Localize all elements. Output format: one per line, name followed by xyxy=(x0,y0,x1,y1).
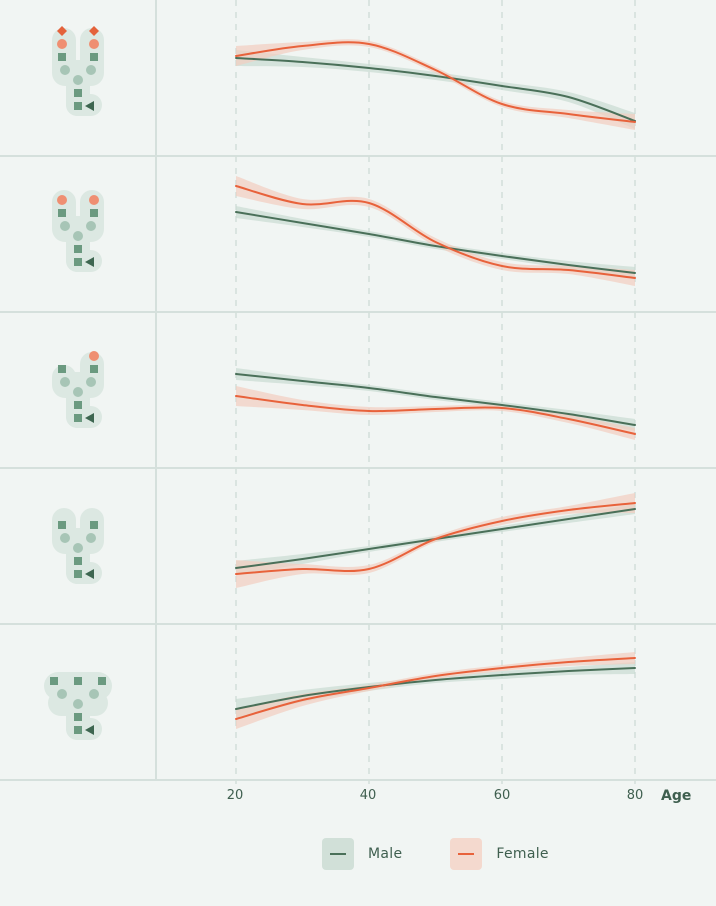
square-icon xyxy=(74,677,82,685)
male-trend-line xyxy=(235,57,636,122)
female-trend-line xyxy=(235,395,636,435)
square-icon xyxy=(74,557,82,565)
circle-icon xyxy=(73,75,83,85)
panel-4 xyxy=(52,493,636,588)
x-tick-40: 40 xyxy=(359,788,377,803)
legend-item-female[interactable]: Female xyxy=(450,838,548,870)
circle-icon xyxy=(60,221,70,231)
male-confidence-band xyxy=(236,50,635,129)
legend-item-male[interactable]: Male xyxy=(322,838,402,870)
circle-icon xyxy=(60,65,70,75)
x-tick-20: 20 xyxy=(226,788,244,803)
x-tick-60: 60 xyxy=(493,788,511,803)
square-icon xyxy=(50,677,58,685)
circle-icon xyxy=(73,387,83,397)
square-icon xyxy=(74,89,82,97)
female-trend-line xyxy=(235,657,636,720)
female-line-icon xyxy=(450,838,483,870)
female-trend-line xyxy=(235,502,636,575)
legend: Male Female xyxy=(322,838,597,870)
legend-label-female: Female xyxy=(496,846,549,862)
square-icon xyxy=(58,521,66,529)
triangle-icon xyxy=(85,101,94,111)
female-confidence-band xyxy=(236,176,635,286)
diamond-icon xyxy=(57,26,67,36)
male-trend-line xyxy=(235,211,636,274)
square-icon xyxy=(58,53,66,61)
circle-icon xyxy=(86,377,96,387)
circle-icon xyxy=(89,195,99,205)
male-line-icon xyxy=(322,838,354,870)
female-confidence-band xyxy=(236,493,635,588)
diamond-icon xyxy=(89,26,99,36)
glycan-icon-biantennary-with-fucose-diamond xyxy=(52,26,104,116)
circle-icon xyxy=(86,65,96,75)
circle-icon xyxy=(86,221,96,231)
square-icon xyxy=(74,102,82,110)
square-icon xyxy=(58,209,66,217)
panel-2 xyxy=(52,176,636,286)
square-icon xyxy=(58,365,66,373)
triangle-icon xyxy=(85,569,94,579)
legend-label-male: Male xyxy=(368,846,403,862)
circle-icon xyxy=(89,351,99,361)
square-icon xyxy=(74,258,82,266)
female-trend-line xyxy=(235,41,636,123)
female-trend-line xyxy=(235,185,636,279)
glycan-icon-biantennary-one-orange-circle xyxy=(52,351,104,428)
circle-icon xyxy=(89,39,99,49)
circle-icon xyxy=(57,689,67,699)
triangle-icon xyxy=(85,413,94,423)
male-confidence-band xyxy=(236,662,635,719)
square-icon xyxy=(90,521,98,529)
square-icon xyxy=(90,53,98,61)
male-trend-line xyxy=(235,667,636,710)
square-icon xyxy=(74,726,82,734)
square-icon xyxy=(74,713,82,721)
circle-icon xyxy=(73,699,83,709)
square-icon xyxy=(74,414,82,422)
circle-icon xyxy=(73,543,83,553)
panel-5 xyxy=(44,652,636,740)
x-axis-title: Age xyxy=(661,788,692,804)
circle-icon xyxy=(60,533,70,543)
male-trend-line xyxy=(235,373,636,426)
glycan-icon-triantennary-plain xyxy=(44,672,112,740)
glycan-icon-biantennary-plain xyxy=(52,508,104,584)
circle-icon xyxy=(60,377,70,387)
female-confidence-band xyxy=(236,652,635,729)
circle-icon xyxy=(86,533,96,543)
square-icon xyxy=(74,570,82,578)
circle-icon xyxy=(57,195,67,205)
square-icon xyxy=(74,401,82,409)
square-icon xyxy=(98,677,106,685)
panel-1 xyxy=(52,26,636,130)
glycan-icon-biantennary-orange-circles xyxy=(52,190,104,272)
square-icon xyxy=(90,209,98,217)
triangle-icon xyxy=(85,725,94,735)
square-icon xyxy=(90,365,98,373)
female-confidence-band xyxy=(236,39,635,130)
circle-icon xyxy=(73,231,83,241)
x-tick-80: 80 xyxy=(626,788,644,803)
panel-3 xyxy=(52,351,636,440)
triangle-icon xyxy=(85,257,94,267)
circle-icon xyxy=(89,689,99,699)
square-icon xyxy=(74,245,82,253)
circle-icon xyxy=(57,39,67,49)
